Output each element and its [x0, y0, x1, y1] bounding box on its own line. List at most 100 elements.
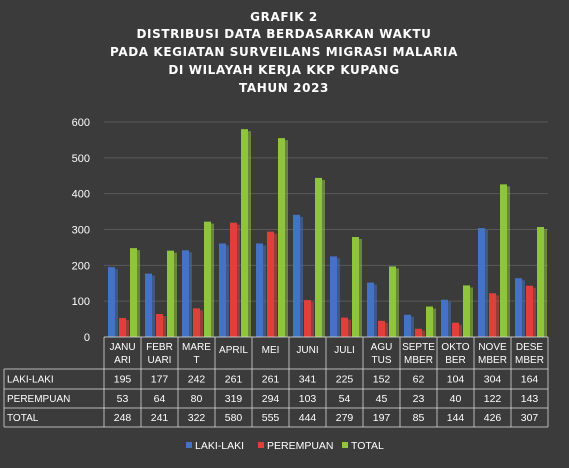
row-label: TOTAL — [7, 413, 39, 424]
bar — [304, 300, 311, 337]
bar-side — [496, 295, 499, 337]
bar-side — [385, 322, 388, 337]
bar-side — [274, 233, 277, 337]
data-cell: 54 — [339, 393, 351, 405]
category-label: MARE — [182, 342, 211, 353]
category-label: DESE — [516, 342, 544, 353]
title-line: PADA KEGIATAN SURVEILANS MIGRASI MALARIA — [110, 45, 458, 59]
bar — [167, 250, 174, 337]
category-label: MEI — [262, 345, 280, 356]
data-cell: 555 — [262, 412, 280, 424]
data-cell: 322 — [188, 412, 206, 424]
bar — [489, 293, 496, 337]
data-cell: 104 — [447, 374, 465, 386]
category-label: AGU — [371, 342, 393, 353]
data-cell: 294 — [262, 393, 280, 405]
bar-laki-laki-oktober — [441, 299, 451, 337]
bar-total-november — [500, 184, 510, 337]
category-label: JULI — [334, 345, 355, 356]
bar-side — [115, 269, 118, 337]
title-line: GRAFIK 2 — [250, 10, 318, 24]
y-tick-label: 200 — [72, 260, 90, 272]
bar-side — [211, 223, 214, 337]
category-label: JUNI — [296, 345, 318, 356]
bar-total-juli — [352, 237, 362, 337]
data-cell: 144 — [447, 412, 465, 424]
title-line: DI WILAYAH KERJA KKP KUPANG — [168, 63, 399, 77]
data-cell: 307 — [521, 412, 539, 424]
bar — [415, 328, 422, 337]
bar-side — [374, 284, 377, 337]
category-label: UARI — [148, 355, 172, 366]
data-cell: 64 — [154, 393, 166, 405]
data-cell: 152 — [373, 374, 391, 386]
bar-side — [163, 316, 166, 337]
bar-laki-laki-februari — [145, 273, 155, 337]
bar-perempuan-februari — [156, 314, 166, 337]
data-cell: 103 — [299, 393, 317, 405]
bar — [378, 320, 385, 337]
bar-side — [422, 330, 425, 337]
bar-perempuan-juni — [304, 300, 314, 337]
data-cell: 143 — [521, 393, 539, 405]
category-label: MBER — [404, 355, 433, 366]
data-cell: 122 — [484, 393, 502, 405]
bar — [145, 273, 152, 337]
bar-side — [248, 131, 251, 337]
bar — [352, 237, 359, 337]
data-cell: 40 — [450, 393, 462, 405]
category-label: NOVE — [478, 342, 507, 353]
bar-side — [470, 287, 473, 337]
bar-laki-laki-juli — [330, 256, 340, 337]
y-tick-label: 300 — [72, 225, 90, 237]
bar — [182, 250, 189, 337]
bar-laki-laki-mei — [256, 243, 266, 337]
bar-perempuan-april — [230, 222, 240, 337]
bar-side — [189, 252, 192, 337]
bar — [367, 282, 374, 337]
bar — [404, 314, 411, 337]
bar-laki-laki-agustus — [367, 282, 377, 337]
bar — [230, 222, 237, 337]
legend-label: LAKI-LAKI — [195, 440, 244, 452]
legend-key — [342, 442, 348, 448]
title-line: TAHUN 2023 — [239, 81, 329, 95]
bar — [267, 231, 274, 337]
legend-label: TOTAL — [351, 440, 384, 452]
category-label: MBER — [478, 355, 507, 366]
y-tick-label: 100 — [72, 296, 90, 308]
category-label: T — [193, 355, 199, 366]
bar-laki-laki-november — [478, 228, 488, 337]
data-cell: 261 — [262, 374, 280, 386]
data-cell: 261 — [225, 374, 243, 386]
category-label: TUS — [372, 355, 392, 366]
bar-side — [411, 316, 414, 337]
row-label: LAKI-LAKI — [7, 375, 54, 386]
data-cell: 197 — [373, 412, 391, 424]
data-cell: 319 — [225, 393, 243, 405]
bar — [515, 278, 522, 337]
title-line: DISTRIBUSI DATA BERDASARKAN WAKTU — [137, 27, 432, 41]
bar-side — [433, 308, 436, 337]
bar-side — [200, 310, 203, 337]
category-label: SEPTE — [402, 342, 435, 353]
category-label: APRIL — [219, 345, 248, 356]
bar-perempuan-januari — [119, 318, 129, 337]
bar-side — [126, 320, 129, 337]
bar-laki-laki-januari — [108, 267, 118, 337]
bar-side — [359, 239, 362, 337]
category-label: BER — [445, 355, 466, 366]
bar-side — [337, 258, 340, 337]
bar-side — [485, 230, 488, 337]
legend-key — [258, 442, 264, 448]
bar — [156, 314, 163, 337]
bar-total-agustus — [389, 266, 399, 337]
bar — [341, 317, 348, 337]
bar — [478, 228, 485, 337]
bar-side — [285, 140, 288, 337]
bar — [526, 285, 533, 337]
bar-side — [226, 245, 229, 337]
data-cell: 85 — [413, 412, 425, 424]
gridlines — [104, 121, 548, 338]
data-cell: 426 — [484, 412, 502, 424]
